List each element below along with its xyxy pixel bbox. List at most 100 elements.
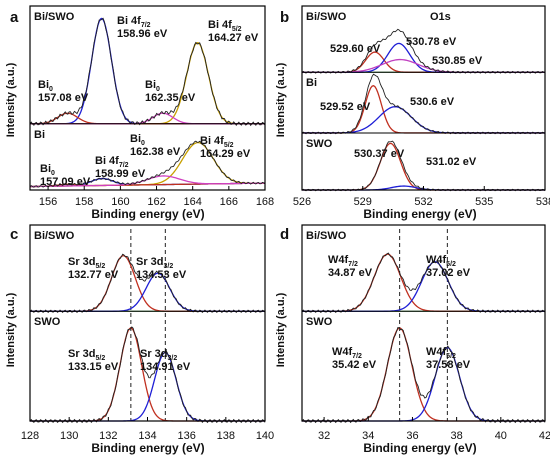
plot-frame-a	[29, 5, 266, 191]
envelope-d-0	[301, 252, 546, 314]
envelope-c-1	[29, 326, 266, 424]
peak-label-a-1-3-main: Bi	[130, 133, 141, 145]
envelope-c-0	[29, 253, 266, 314]
peak-label-d-0-1-sub: 5/2	[446, 261, 456, 268]
peak-label-a-1-1-sub: 5/2	[224, 142, 234, 149]
peak-label-d-1-1-sub: 5/2	[446, 353, 456, 360]
x-tick-label-a-3: 162	[147, 196, 165, 208]
panel-letter-a: a	[10, 9, 19, 26]
peak-label-d-1-1: W4f5/2	[426, 346, 456, 360]
x-axis-label-b: Binding energy (eV)	[363, 207, 476, 221]
peak-label-a-1-1: Bi 4f5/2	[200, 135, 234, 149]
peak-label-a-1-3: Bi0	[130, 133, 145, 147]
y-axis-label-d: Intensity (a.u.)	[275, 292, 287, 367]
peak-label-a-0-1-sub: 5/2	[232, 26, 242, 33]
x-tick-label-c-4: 136	[177, 430, 195, 442]
peak-value-d-1-1: 37.58 eV	[426, 359, 471, 371]
peak-label-a-0-2-main: Bi	[38, 79, 49, 91]
x-axis-label-c: Binding energy (eV)	[91, 441, 204, 455]
peak-label-a-0-3-sub: 0	[156, 86, 160, 93]
peak-label-a-0-0-sub: 7/2	[141, 22, 151, 29]
peak-label-a-1-3-sub: 0	[141, 140, 145, 147]
peak-label-a-0-0: Bi 4f7/2	[117, 15, 151, 29]
peak-label-a-0-3: Bi0	[145, 79, 160, 93]
peak-label-d-1-1-main: W4f	[426, 346, 447, 358]
x-tick-label-b-3: 535	[475, 196, 493, 208]
sample-label-a-1: Bi	[34, 129, 45, 141]
peak-label-c-0-1-main: Sr 3d	[136, 256, 164, 268]
panel-letter-b: b	[280, 9, 289, 26]
peak-value-b-1-0: 529.52 eV	[320, 101, 371, 113]
peak-value-a-0-3: 162.35 eV	[145, 92, 196, 104]
x-tick-label-d-5: 42	[539, 430, 550, 442]
peak-label-a-0-0-main: Bi 4f	[117, 15, 141, 27]
x-tick-label-c-1: 130	[60, 430, 78, 442]
x-tick-label-a-6: 168	[256, 196, 274, 208]
peak-label-c-0-1-sub: 3/2	[164, 263, 174, 270]
peak-label-d-0-1: W4f5/2	[426, 254, 456, 268]
peak-label-a-1-2: Bi0	[40, 163, 55, 177]
peak-label-a-1-2-main: Bi	[40, 163, 51, 175]
peak-value-b-1-1: 530.6 eV	[410, 96, 455, 108]
sample-label-d-1: SWO	[306, 316, 333, 328]
x-tick-label-c-0: 128	[21, 430, 39, 442]
peak-label-a-1-0-sub: 7/2	[119, 162, 129, 169]
envelope-a-1	[29, 140, 266, 188]
x-axis-label-a: Binding energy (eV)	[91, 207, 204, 221]
peak-label-a-0-1-main: Bi 4f	[208, 19, 232, 31]
x-tick-label-b-2: 532	[414, 196, 432, 208]
x-tick-label-b-0: 526	[293, 196, 311, 208]
peak-label-c-0-1: Sr 3d3/2	[136, 256, 173, 270]
peak-label-d-1-0-main: W4f	[332, 346, 353, 358]
peak-label-d-1-0: W4f7/2	[332, 346, 362, 360]
peak-value-b-0-0: 529.60 eV	[330, 43, 381, 55]
sample-label-c-0: Bi/SWO	[34, 230, 75, 242]
envelope-a-0	[29, 17, 266, 127]
panel-letter-d: d	[280, 226, 289, 243]
sample-label-a-0: Bi/SWO	[34, 11, 75, 23]
peak-label-c-1-1-main: Sr 3d	[140, 348, 168, 360]
sample-label-b-0: Bi/SWO	[306, 11, 347, 23]
peak-value-d-0-0: 34.87 eV	[328, 267, 373, 279]
x-tick-label-d-1: 34	[362, 430, 374, 442]
x-tick-label-a-5: 166	[220, 196, 238, 208]
sample-label-c-1: SWO	[34, 316, 61, 328]
peak-label-a-1-2-sub: 0	[51, 170, 55, 177]
x-axis-label-d: Binding energy (eV)	[363, 441, 476, 455]
peak-label-d-0-0-main: W4f	[328, 254, 349, 266]
sample-label-d-0: Bi/SWO	[306, 230, 347, 242]
peak-value-b-0-1: 530.78 eV	[406, 36, 457, 48]
peak-label-c-1-1: Sr 3d3/2	[140, 348, 177, 362]
peak-label-c-1-1-sub: 3/2	[168, 355, 178, 362]
x-tick-label-d-3: 38	[451, 430, 463, 442]
peak-label-c-1-0-main: Sr 3d	[68, 348, 96, 360]
x-tick-label-a-4: 164	[184, 196, 202, 208]
envelope-b-2	[301, 140, 546, 192]
sample-label-b-2: SWO	[306, 138, 333, 150]
x-tick-label-a-2: 160	[111, 196, 129, 208]
peak-value-b-2-1: 531.02 eV	[426, 156, 477, 168]
peak-label-c-1-0-sub: 5/2	[96, 355, 106, 362]
peak-value-c-1-0: 133.15 eV	[68, 361, 119, 373]
peak-label-a-1-0: Bi 4f7/2	[95, 155, 129, 169]
peak-value-a-1-3: 162.38 eV	[130, 146, 181, 158]
peak-a-1-3	[29, 175, 266, 188]
envelope-d-1	[301, 327, 546, 424]
x-tick-label-d-4: 40	[495, 430, 507, 442]
x-tick-label-c-5: 138	[217, 430, 235, 442]
peak-label-a-0-1: Bi 4f5/2	[208, 19, 242, 33]
x-tick-label-b-1: 529	[354, 196, 372, 208]
peak-label-c-0-0: Sr 3d5/2	[68, 256, 105, 270]
peak-label-a-1-1-main: Bi 4f	[200, 135, 224, 147]
header-annotation-b: O1s	[430, 11, 451, 23]
x-tick-label-d-0: 32	[318, 430, 330, 442]
x-tick-label-d-2: 36	[406, 430, 418, 442]
peak-label-d-0-1-main: W4f	[426, 254, 447, 266]
y-axis-label-b: Intensity (a.u.)	[275, 62, 287, 137]
panel-b: b Intensity (a.u.) Bi/SWO 529.60 eV 530.78 e…	[275, 5, 550, 221]
x-tick-label-c-3: 134	[138, 430, 156, 442]
